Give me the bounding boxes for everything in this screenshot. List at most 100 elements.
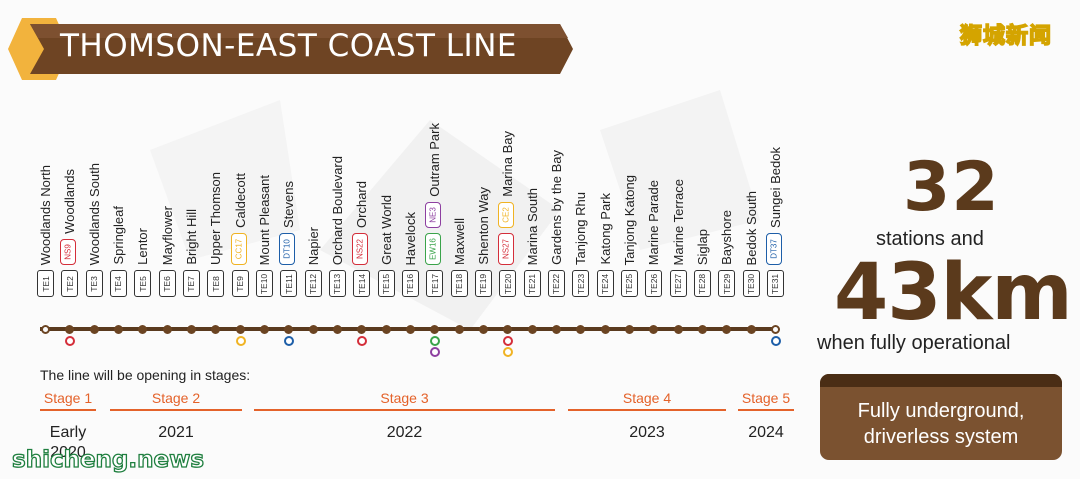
station-name: Havelock xyxy=(402,211,418,265)
stages-note: The line will be opening in stages: xyxy=(40,367,251,383)
station-code-badge: TE15 xyxy=(377,270,395,297)
station-code-badge: TE30 xyxy=(742,270,760,297)
stage-year: 2022 xyxy=(386,424,423,441)
operational-text: when fully operational xyxy=(817,332,1011,354)
interchange-code: CC17 xyxy=(234,238,244,260)
station-dot xyxy=(551,325,561,334)
feature-line-2: driverless system xyxy=(863,426,1019,448)
station-code: TE26 xyxy=(648,273,659,294)
station-dot xyxy=(722,325,732,334)
interchange-code: NS27 xyxy=(501,238,511,260)
stage-divider xyxy=(40,409,96,411)
station-code: TE30 xyxy=(746,273,757,294)
station-dot xyxy=(649,325,659,334)
station-code: TE4 xyxy=(113,275,124,292)
station-dot xyxy=(259,325,269,334)
station-code-badge: TE5 xyxy=(134,270,152,297)
station-name: Woodlands South xyxy=(86,162,102,265)
station-code-badge: TE26 xyxy=(645,270,663,297)
station-code: TE6 xyxy=(162,275,173,292)
station-code: TE14 xyxy=(356,273,367,294)
title-banner: THOMSON-EAST COAST LINE xyxy=(8,18,573,80)
station-dot xyxy=(332,325,342,334)
interchange-code: CE2 xyxy=(501,207,511,223)
station-code-badge: TE31 xyxy=(766,270,784,297)
interchange-dot xyxy=(284,336,295,346)
station-code-badge: TE25 xyxy=(620,270,638,297)
station-dot xyxy=(673,325,683,334)
stage-year: 2021 xyxy=(158,424,194,441)
station-code-badge: TE10 xyxy=(255,270,273,297)
interchange-dot xyxy=(357,336,368,346)
interchange-badge: NS9 xyxy=(60,239,77,265)
interchange-badge: EW16 xyxy=(425,233,442,265)
station-dot xyxy=(405,325,415,334)
station-name: Bright Hill xyxy=(183,209,199,265)
station-code-badge: TE29 xyxy=(718,270,736,297)
station-code-badge: TE9 xyxy=(231,270,249,297)
stage-year: 2023 xyxy=(629,424,665,441)
banner-shape xyxy=(8,18,573,80)
station-code: TE11 xyxy=(283,273,294,294)
station-dot xyxy=(138,325,148,334)
station-code: TE12 xyxy=(308,273,319,294)
station-code-badge: TE6 xyxy=(158,270,176,297)
stage-divider xyxy=(568,409,726,411)
station-name: Sungei Bedok xyxy=(767,147,783,228)
stations-count: 32 xyxy=(903,148,1000,227)
station-name: Caldecott xyxy=(232,173,248,228)
station-code: TE8 xyxy=(210,275,221,292)
station-name: Napier xyxy=(305,226,321,265)
station-name: Tanjong Katong xyxy=(621,174,637,265)
line-length: 43km xyxy=(834,248,1073,338)
station-code-badge: TE13 xyxy=(328,270,346,297)
station-name: Katong Park xyxy=(597,193,613,265)
stage-year: 2024 xyxy=(748,424,784,441)
station-name: Bedok South xyxy=(743,190,759,265)
station-dot xyxy=(284,325,294,334)
station-code: TE28 xyxy=(697,273,708,294)
station-dot xyxy=(746,325,756,334)
station-code: TE22 xyxy=(551,273,562,294)
watermark-site: shicheng.news xyxy=(11,446,205,473)
station-name: Marina South xyxy=(524,187,540,265)
station-code-badge: TE4 xyxy=(109,270,127,297)
stage-label: Stage 3 xyxy=(380,390,429,406)
station-code: TE25 xyxy=(624,273,635,294)
interchange-badge: CC17 xyxy=(230,233,247,265)
station-code: TE24 xyxy=(600,273,611,294)
station-name: Great World xyxy=(378,195,394,265)
interchange-badge: DT37 xyxy=(765,233,782,265)
station-code: TE18 xyxy=(454,273,465,294)
station-code-badge: TE24 xyxy=(596,270,614,297)
interchange-code: NE3 xyxy=(428,207,438,223)
station-name: Gardens by the Bay xyxy=(548,150,564,265)
station-dot xyxy=(381,325,391,334)
station-name: Orchard Boulevard xyxy=(329,155,345,265)
station-code-badge: TE14 xyxy=(353,270,371,297)
station-dot xyxy=(454,325,464,334)
interchange-code: DT37 xyxy=(769,239,779,259)
station-code: TE9 xyxy=(235,275,246,292)
station-code-badge: TE17 xyxy=(426,270,444,297)
station-dot xyxy=(503,325,513,334)
station-code-badge: TE3 xyxy=(85,270,103,297)
station-dot xyxy=(235,325,245,334)
stage-label: Stage 1 xyxy=(43,390,93,406)
station-dot xyxy=(770,325,780,334)
station-code: TE10 xyxy=(259,273,270,294)
station-name: Woodlands xyxy=(62,169,78,234)
station-name: Shenton Way xyxy=(475,187,491,265)
station-code: TE13 xyxy=(332,273,343,294)
interchange-code: DT10 xyxy=(282,239,292,259)
stage-label: Stage 4 xyxy=(622,390,672,406)
station-name: Marine Parade xyxy=(646,179,662,265)
station-name: Stevens xyxy=(281,181,297,228)
feature-line-1: Fully underground, xyxy=(857,400,1025,422)
station-code: TE23 xyxy=(575,273,586,294)
station-name: Orchard xyxy=(354,181,370,228)
stage-divider xyxy=(110,409,242,411)
station-name: Upper Thomson xyxy=(208,172,224,265)
station-dot xyxy=(600,325,610,334)
station-code: TE2 xyxy=(64,275,75,292)
